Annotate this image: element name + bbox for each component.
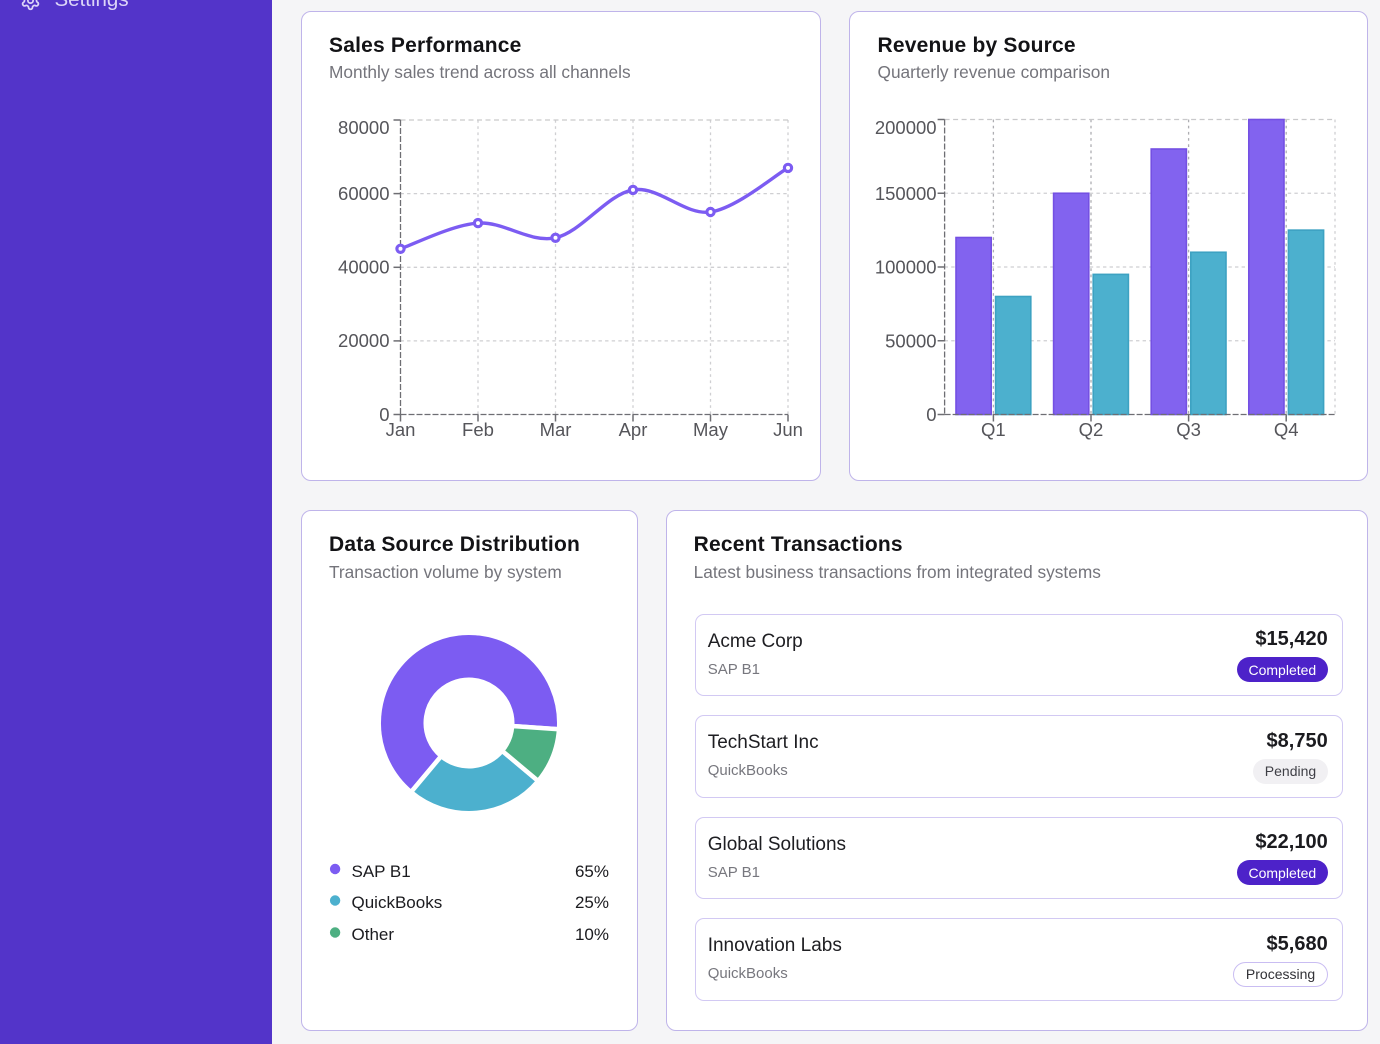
svg-text:20000: 20000: [338, 330, 389, 351]
svg-text:May: May: [693, 419, 729, 440]
svg-text:Feb: Feb: [462, 419, 494, 440]
svg-text:Q3: Q3: [1176, 419, 1201, 440]
svg-text:200000: 200000: [875, 117, 937, 138]
svg-text:100000: 100000: [875, 256, 937, 277]
svg-text:80000: 80000: [338, 116, 389, 137]
svg-text:Q1: Q1: [981, 419, 1006, 440]
svg-text:Mar: Mar: [539, 419, 571, 440]
svg-text:0: 0: [926, 404, 936, 425]
svg-text:Jan: Jan: [385, 419, 415, 440]
svg-text:50000: 50000: [885, 330, 936, 351]
svg-text:0: 0: [379, 403, 389, 424]
svg-text:Q2: Q2: [1079, 419, 1104, 440]
svg-text:Apr: Apr: [618, 419, 647, 440]
svg-text:150000: 150000: [875, 182, 937, 203]
svg-text:40000: 40000: [338, 256, 389, 277]
svg-text:Q4: Q4: [1274, 419, 1299, 440]
svg-text:60000: 60000: [338, 182, 389, 203]
svg-text:Jun: Jun: [773, 419, 803, 440]
